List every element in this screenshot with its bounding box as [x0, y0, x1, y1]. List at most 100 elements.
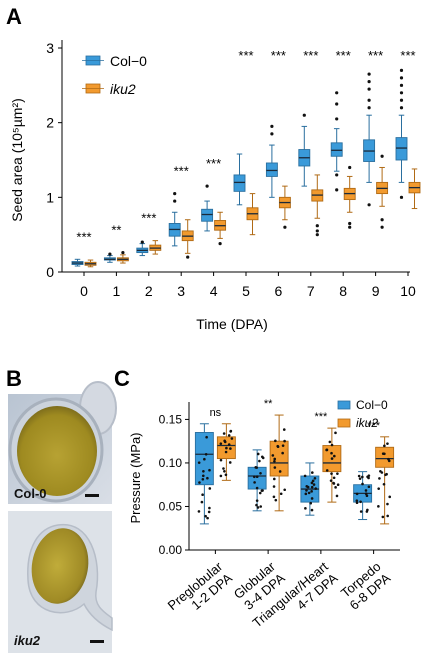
box-c-iku2-3-point-7 — [383, 444, 386, 448]
box-a-col0-3-outlier-0 — [173, 199, 177, 203]
box-c-iku2-0-point-6 — [219, 458, 223, 462]
box-c-col0-1-point-17 — [255, 466, 258, 469]
chart-c-significance-2: *** — [314, 411, 328, 423]
box-c-col0-0-point-8 — [207, 510, 211, 514]
box-c-iku2-0-point-5 — [222, 467, 225, 470]
box-a-iku2-9-outlier-2 — [380, 154, 384, 158]
box-c-col0-3-point-9 — [361, 482, 364, 486]
box-a-col0-9-outlier-2 — [367, 98, 371, 102]
box-c-iku2-2-point-8 — [330, 443, 334, 447]
box-a-col0-10-outlier-5 — [399, 76, 404, 80]
chart-c-ytick-label-1: 0.05 — [159, 499, 183, 513]
box-a-col0-9-outlier-1 — [367, 106, 371, 110]
box-c-col0-0-point-7 — [201, 493, 204, 497]
box-c-col0-2-point-12 — [307, 491, 311, 495]
box-a-col0-4-box — [201, 208, 214, 222]
chart-a-legend: Col−0 iku2 — [82, 53, 147, 97]
box-c-iku2-1-point-9 — [279, 492, 283, 496]
box-c-iku2-1-point-11 — [278, 470, 282, 473]
box-a-iku2-8-outlier-2 — [348, 165, 352, 170]
box-c-col0-0-point-11 — [204, 514, 207, 518]
box-c-iku2-1-point-13 — [273, 459, 276, 463]
box-c-iku2-2-point-6 — [334, 486, 337, 489]
chart-c-xtick-label-3: Torpedo6-8 DPA — [337, 559, 393, 613]
box-c-iku2-3-point-11 — [386, 514, 389, 518]
box-a-col0-10-outlier-1 — [399, 106, 404, 110]
box-c-iku2-3-point-13 — [382, 482, 386, 486]
box-a-col0-9-outlier-4 — [367, 80, 371, 84]
box-c-col0-2-point-10 — [310, 481, 314, 485]
chart-a-significance-10: *** — [400, 48, 415, 63]
box-c-iku2-2-point-11 — [332, 482, 336, 485]
chart-a-significance-8: *** — [336, 48, 351, 63]
box-c-col0-0-point-14 — [202, 469, 205, 473]
box-c-iku2-3-point-5 — [386, 442, 389, 445]
box-c-col0-0-point-17 — [205, 435, 208, 439]
box-a-iku2-7-outlier-1 — [315, 229, 319, 233]
box-c-iku2-2-point-7 — [328, 440, 332, 444]
box-c-iku2-0-point-14 — [230, 437, 234, 440]
box-a-col0-10-outlier-4 — [399, 83, 404, 87]
box-c-col0-3-point-15 — [367, 485, 371, 489]
box-c-col0-3-point-13 — [366, 475, 369, 479]
micrograph-col0-caption: Col-0 — [14, 486, 47, 501]
box-c-iku2-1-point-5 — [272, 495, 276, 499]
box-c-col0-2-point-13 — [305, 489, 308, 492]
box-a-col0-3-outlier-1 — [173, 192, 177, 196]
chart-a-xtick-label-7: 7 — [307, 283, 315, 299]
box-c-col0-1-point-1 — [255, 475, 259, 479]
box-c-iku2-2-point-3 — [325, 448, 329, 452]
box-c-iku2-2-point-4 — [329, 479, 333, 482]
chart-a-ytick-label-2: 2 — [46, 115, 54, 131]
box-c-col0-1-point-13 — [256, 506, 260, 509]
box-c-col0-0-point-9 — [197, 510, 201, 513]
box-c-iku2-1-point-10 — [271, 454, 275, 457]
box-a-col0-6-outlier-1 — [270, 124, 274, 128]
box-c-col0-2-point-4 — [312, 483, 316, 486]
chart-c-xtick-label-0: Preglobular1-2 DPA — [165, 558, 236, 624]
chart-c-legend: Col−0 iku2 — [337, 398, 388, 430]
box-c-col0-0-point-15 — [208, 506, 211, 510]
chart-a-xtick-label-4: 4 — [210, 283, 218, 299]
box-a-iku2-6-outlier-0 — [283, 225, 287, 229]
chart-a-significance-2: *** — [141, 211, 156, 226]
box-c-iku2-1-point-15 — [272, 485, 276, 488]
box-c-iku2-2-point-10 — [332, 476, 336, 480]
box-c-col0-2-point-3 — [304, 507, 307, 510]
box-c-col0-0-point-2 — [201, 474, 205, 478]
chart-a-xtick-label-0: 0 — [80, 283, 88, 299]
box-c-col0-0-point-3 — [206, 516, 209, 520]
box-c-col0-0-point-16 — [203, 457, 206, 461]
box-c-col0-0-point-6 — [204, 452, 208, 456]
box-c-col0-1-point-16 — [256, 452, 260, 456]
box-c-col0-3-point-7 — [364, 492, 368, 495]
box-c-iku2-3-point-3 — [387, 457, 390, 461]
box-c-col0-3-point-5 — [359, 510, 363, 513]
box-c-iku2-0-point-0 — [224, 450, 228, 454]
box-c-iku2-3-point-1 — [377, 487, 380, 490]
box-c-iku2-2-point-14 — [333, 454, 336, 458]
chart-a-significance-5: *** — [238, 48, 253, 63]
box-c-col0-3-point-1 — [358, 477, 362, 480]
legend-c-label-col0: Col−0 — [356, 398, 388, 412]
chart-a-xtick-label-2: 2 — [145, 283, 153, 299]
chart-a-y-label: Seed area (10⁵µm²) — [9, 98, 25, 222]
box-c-col0-1-point-7 — [255, 486, 259, 490]
box-a-col0-2-outlier-0 — [140, 240, 144, 244]
box-a-col0-8-outlier-4 — [335, 91, 339, 95]
box-a-col0-10-outlier-2 — [399, 98, 404, 102]
box-c-col0-3-point-11 — [365, 494, 369, 498]
box-c-iku2-2-point-16 — [336, 483, 340, 487]
box-c-iku2-1-point-7 — [274, 439, 277, 443]
chart-a-xtick-label-8: 8 — [339, 283, 347, 299]
box-c-col0-0-point-13 — [208, 468, 211, 472]
box-a-col0-9-outlier-0 — [367, 203, 371, 207]
box-c-col0-0-point-10 — [200, 500, 204, 504]
chart-a-xtick-label-3: 3 — [177, 283, 185, 299]
box-a-col0-10-box — [395, 137, 408, 161]
box-a-col0-8-outlier-1 — [335, 173, 339, 177]
chart-a-ytick-label-1: 1 — [46, 189, 54, 205]
box-c-col0-3-point-14 — [355, 501, 359, 505]
box-c-iku2-2-point-5 — [335, 494, 339, 498]
